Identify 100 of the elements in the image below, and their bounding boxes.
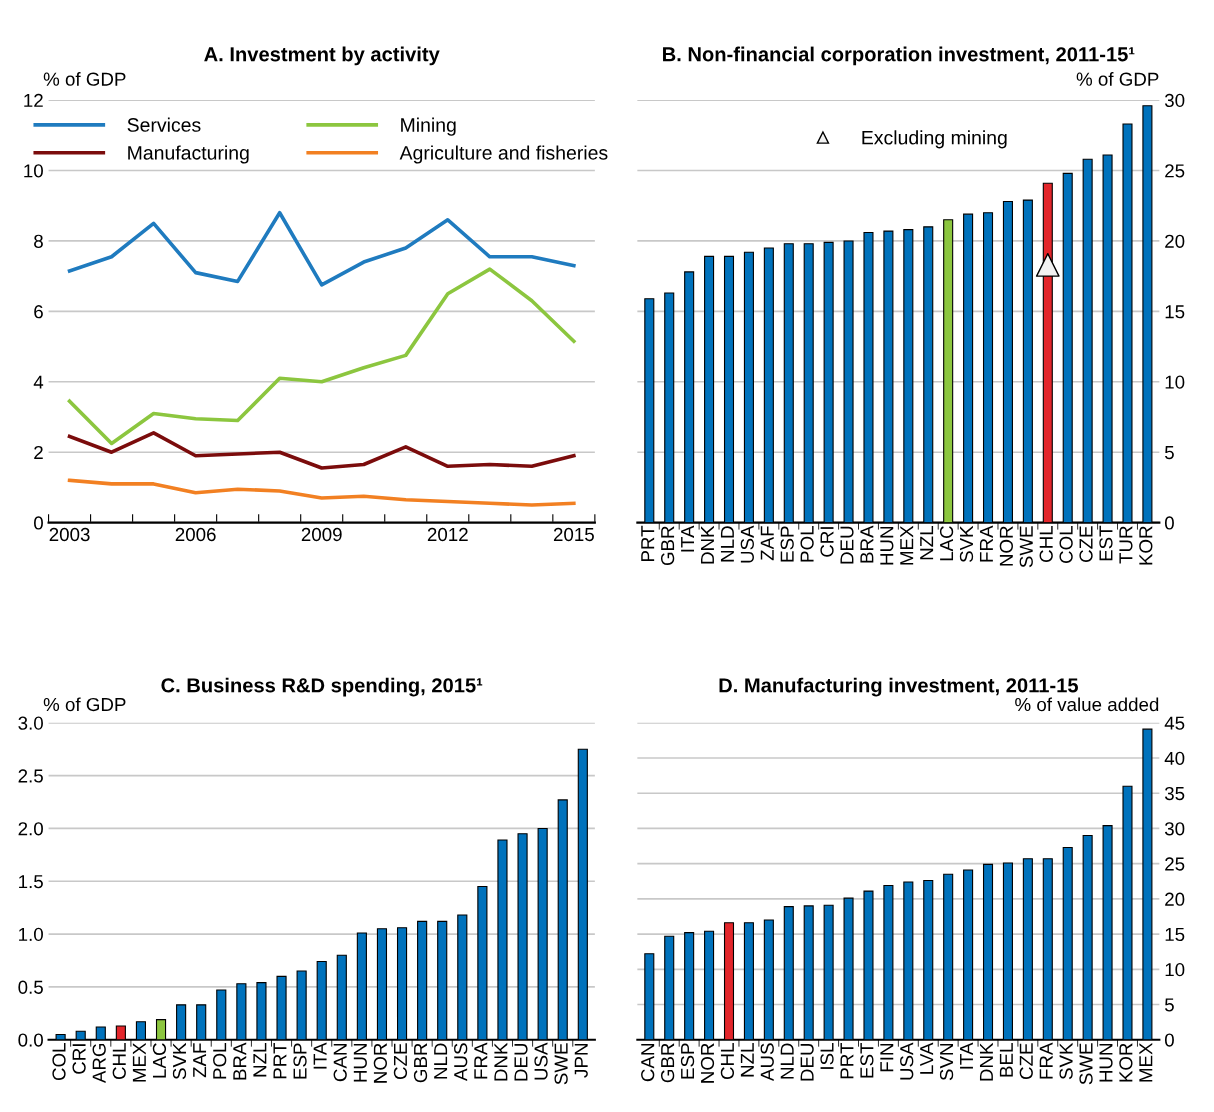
x-tick-label: LVA bbox=[920, 1042, 934, 1074]
x-tick-label: COL bbox=[1059, 526, 1073, 564]
y-tick-label: 20 bbox=[1165, 234, 1185, 248]
chart-title: B. Non-financial corporation investment, 2011-15¹ bbox=[663, 46, 1135, 66]
x-tick-label: SVK bbox=[172, 1042, 187, 1080]
x-tick-label: 2015 bbox=[553, 527, 594, 542]
x-tick-label: SWE bbox=[1079, 1043, 1093, 1085]
x-tick-label: 2009 bbox=[301, 527, 342, 542]
x-tick-label: USA bbox=[900, 1042, 914, 1080]
x-tick-label: NLD bbox=[780, 1043, 794, 1079]
chart-title: C. Business R&D spending, 2015¹ bbox=[161, 677, 483, 697]
y-tick-label: 5 bbox=[1164, 446, 1174, 460]
x-tick-label: NLD bbox=[434, 1043, 448, 1079]
y-tick-label: 0.0 bbox=[18, 1033, 43, 1047]
x-tick-label: NOR bbox=[700, 1043, 715, 1083]
y-tick-label: 40 bbox=[1164, 751, 1185, 765]
legend-label: Services bbox=[127, 117, 201, 132]
x-tick-label: LAC bbox=[939, 526, 954, 561]
chart-title: A. Investment by activity bbox=[204, 46, 440, 66]
y-tick-label: 2.5 bbox=[18, 769, 43, 783]
x-tick-label: KOR bbox=[1139, 526, 1153, 565]
x-tick-label: SWE bbox=[1019, 526, 1033, 568]
legend-label: Mining bbox=[401, 117, 456, 136]
x-tick-label: ZAF bbox=[760, 526, 774, 561]
line-series bbox=[67, 267, 576, 446]
x-tick-label: MEX bbox=[1139, 1042, 1153, 1082]
x-tick-label: GBR bbox=[413, 1043, 428, 1083]
y-tick-label: 10 bbox=[1165, 962, 1185, 977]
x-tick-label: NZL bbox=[740, 1043, 754, 1077]
x-tick-label: BRA bbox=[860, 525, 874, 563]
y-axis-title: % of GDP bbox=[1076, 72, 1159, 86]
x-tick-label: CHL bbox=[1039, 526, 1053, 562]
y-tick-label: 45 bbox=[1164, 716, 1185, 730]
y-tick-label: 10 bbox=[24, 164, 43, 178]
legend-label: Manufacturing bbox=[128, 145, 249, 164]
y-tick-label: 6 bbox=[34, 305, 43, 319]
x-tick-label: CZE bbox=[393, 1043, 408, 1080]
line-series bbox=[67, 478, 576, 507]
x-tick-label: HUN bbox=[1099, 1044, 1113, 1082]
x-tick-label: 2012 bbox=[427, 527, 468, 542]
x-tick-label: ESP bbox=[293, 1043, 307, 1079]
line-series bbox=[67, 431, 576, 470]
y-axis-title: % of GDP bbox=[43, 697, 126, 712]
x-tick-label: PRT bbox=[641, 525, 655, 562]
legend-label: Excluding mining bbox=[862, 130, 1007, 149]
x-tick-label: SVN bbox=[939, 1044, 954, 1081]
x-tick-label: ESP bbox=[780, 526, 794, 562]
x-tick-label: DNK bbox=[494, 1042, 508, 1081]
x-tick-label: EST bbox=[1099, 525, 1113, 561]
x-tick-label: CZE bbox=[1079, 526, 1093, 562]
y-tick-label: 4 bbox=[33, 375, 44, 389]
x-tick-label: PRT bbox=[840, 1042, 854, 1079]
y-tick-label: 25 bbox=[1165, 857, 1185, 871]
x-tick-label: AUS bbox=[454, 1043, 468, 1082]
x-tick-label: NZL bbox=[920, 526, 934, 560]
legend-label: Agriculture and fisheries bbox=[399, 145, 608, 164]
x-tick-label: TUR bbox=[1119, 526, 1133, 564]
x-tick-label: ARG bbox=[92, 1043, 106, 1084]
x-tick-label: CAN bbox=[641, 1044, 655, 1082]
x-tick-label: ISL bbox=[820, 1043, 834, 1069]
y-tick-label: 8 bbox=[34, 234, 43, 248]
y-tick-label: 30 bbox=[1164, 822, 1185, 836]
y-tick-label: 0 bbox=[1164, 516, 1174, 530]
y-tick-label: 2.0 bbox=[18, 822, 43, 836]
x-tick-label: JPN bbox=[574, 1044, 588, 1078]
x-tick-label: FRA bbox=[979, 525, 993, 562]
y-tick-label: 25 bbox=[1165, 164, 1185, 178]
x-tick-label: ITA bbox=[681, 525, 694, 552]
y-tick-label: 0 bbox=[1164, 1033, 1174, 1047]
y-tick-label: 10 bbox=[1165, 375, 1185, 389]
x-tick-label: LAC bbox=[152, 1043, 167, 1078]
x-tick-label: SWE bbox=[554, 1043, 568, 1085]
y-tick-label: 15 bbox=[1165, 305, 1185, 319]
x-tick-label: USA bbox=[740, 525, 754, 563]
y-tick-label: 0 bbox=[34, 516, 43, 530]
y-axis-title: % of value added bbox=[1015, 697, 1159, 712]
y-tick-label: 30 bbox=[1164, 93, 1185, 108]
x-tick-label: BRA bbox=[233, 1042, 247, 1080]
x-tick-label: BEL bbox=[999, 1043, 1013, 1077]
y-tick-label: 1.5 bbox=[19, 875, 43, 889]
line-series bbox=[67, 210, 576, 287]
y-tick-label: 2 bbox=[34, 445, 43, 460]
x-tick-label: SVK bbox=[1059, 1042, 1073, 1080]
x-tick-label: FIN bbox=[880, 1044, 894, 1072]
x-tick-label: NOR bbox=[999, 526, 1013, 566]
x-tick-label: DEU bbox=[514, 1043, 528, 1081]
y-tick-label: 20 bbox=[1165, 892, 1185, 906]
y-tick-label: 3.0 bbox=[18, 716, 43, 730]
x-tick-label: SVK bbox=[959, 525, 974, 563]
x-tick-label: 2003 bbox=[49, 527, 90, 542]
y-tick-label: 15 bbox=[1165, 927, 1185, 942]
x-tick-label: DEU bbox=[840, 526, 854, 564]
x-tick-label: GBR bbox=[660, 526, 675, 566]
x-tick-label: NLD bbox=[720, 526, 734, 562]
x-tick-label: CAN bbox=[333, 1044, 347, 1082]
x-tick-label: DNK bbox=[701, 525, 714, 564]
x-tick-label: AUS bbox=[760, 1043, 774, 1082]
x-tick-label: CZE bbox=[1019, 1043, 1033, 1080]
x-tick-label: CHL bbox=[720, 1043, 735, 1080]
x-tick-label: DEU bbox=[800, 1043, 814, 1081]
